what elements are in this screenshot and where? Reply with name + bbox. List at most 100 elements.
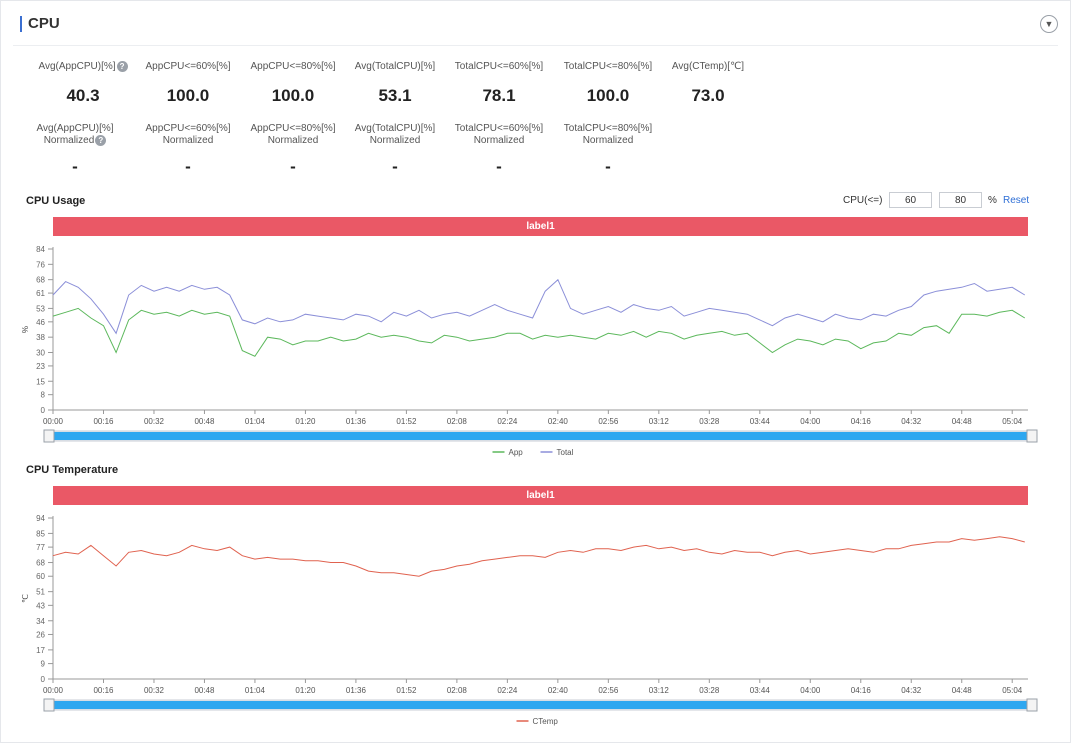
x-tick-label: 02:40 — [548, 417, 569, 426]
metric-value: - — [392, 157, 398, 176]
cpu-usage-title: CPU Usage — [26, 195, 86, 207]
cpu-temperature-title: CPU Temperature — [26, 464, 119, 476]
y-tick-label: 9 — [41, 660, 46, 669]
x-tick-label: 04:32 — [901, 686, 922, 695]
y-tick-label: 77 — [36, 543, 45, 552]
x-tick-label: 00:16 — [93, 686, 114, 695]
y-tick-label: 51 — [36, 588, 45, 597]
x-tick-label: 02:24 — [497, 417, 518, 426]
metric-app-cpu-80: AppCPU<=80%[%] 100.0 — [238, 61, 348, 106]
y-tick-label: 46 — [36, 318, 45, 327]
x-tick-label: 04:00 — [800, 686, 821, 695]
x-tick-label: 00:00 — [43, 686, 64, 695]
metric-total-cpu-80: TotalCPU<=80%[%] 100.0 — [553, 61, 663, 106]
y-tick-label: 68 — [36, 559, 45, 568]
metric-label-sub: Normalized — [473, 135, 525, 146]
metric-label: TotalCPU<=60%[%] — [454, 123, 544, 134]
help-icon[interactable]: ? — [95, 135, 107, 146]
metric-avg-app-cpu-normalized: Avg(AppCPU)[%] Normalized? - — [20, 123, 130, 177]
collapse-button[interactable]: ▼ — [1040, 15, 1058, 33]
y-tick-label: 34 — [36, 617, 45, 626]
x-tick-label: 03:12 — [649, 686, 670, 695]
zoom-range[interactable] — [49, 432, 1032, 440]
metric-app-cpu-80-normalized: AppCPU<=80%[%] Normalized - — [238, 123, 348, 177]
metric-label: AppCPU<=60%[%] — [145, 61, 231, 72]
y-tick-label: 43 — [36, 601, 45, 610]
y-tick-label: 38 — [36, 333, 45, 342]
metric-value: - — [185, 157, 191, 176]
metric-value: 53.1 — [378, 86, 412, 105]
metric-label-sub: Normalized — [582, 135, 634, 146]
zoom-handle-right[interactable] — [1026, 429, 1038, 443]
x-tick-label: 04:48 — [952, 417, 973, 426]
x-tick-label: 05:04 — [1002, 686, 1023, 695]
metric-avg-total-cpu: Avg(TotalCPU)[%] 53.1 — [340, 61, 450, 106]
x-tick-label: 03:28 — [699, 417, 720, 426]
x-tick-label: 01:04 — [245, 686, 266, 695]
metric-total-cpu-60: TotalCPU<=60%[%] 78.1 — [444, 61, 554, 106]
y-axis-label: % — [21, 326, 30, 333]
cpu-temperature-label-bar: label1 — [53, 486, 1028, 505]
x-tick-label: 02:08 — [447, 417, 468, 426]
metric-value: 40.3 — [66, 86, 100, 106]
threshold-high-input[interactable] — [939, 192, 982, 208]
metric-total-cpu-60-normalized: TotalCPU<=60%[%] Normalized - — [444, 123, 554, 177]
x-tick-label: 00:00 — [43, 417, 64, 426]
x-tick-label: 01:20 — [295, 417, 316, 426]
metric-value: 100.0 — [271, 86, 315, 105]
metric-label: AppCPU<=60%[%] — [145, 123, 231, 134]
y-axis-label: ℃ — [21, 594, 30, 603]
y-tick-label: 60 — [36, 572, 45, 581]
metric-value: - — [290, 157, 296, 176]
legend-label[interactable]: App — [509, 448, 524, 457]
metric-value: - — [72, 157, 78, 177]
y-tick-label: 94 — [36, 514, 45, 523]
x-tick-label: 04:16 — [851, 686, 872, 695]
threshold-low-input[interactable] — [889, 192, 932, 208]
y-tick-label: 85 — [36, 529, 45, 538]
zoom-handle-left[interactable] — [43, 698, 55, 712]
metric-label: Avg(CTemp)[℃] — [671, 61, 745, 72]
header-divider — [13, 45, 1058, 46]
metric-avg-app-cpu: Avg(AppCPU)[%]? 40.3 — [28, 61, 138, 106]
x-tick-label: 01:04 — [245, 417, 266, 426]
legend-label[interactable]: CTemp — [533, 717, 559, 726]
zoom-handle-left[interactable] — [43, 429, 55, 443]
metric-label: AppCPU<=80%[%] — [250, 61, 336, 72]
metric-value: 100.0 — [586, 86, 630, 105]
metric-avg-total-cpu-normalized: Avg(TotalCPU)[%] Normalized - — [340, 123, 450, 177]
series-line-ctemp — [52, 536, 1025, 577]
x-tick-label: 01:52 — [396, 417, 417, 426]
x-tick-label: 02:08 — [447, 686, 468, 695]
y-tick-label: 17 — [36, 646, 45, 655]
metric-label: Avg(TotalCPU)[%] — [354, 61, 436, 72]
metric-label-sub: Normalized — [43, 135, 95, 147]
x-tick-label: 03:44 — [750, 417, 771, 426]
metric-label: Avg(TotalCPU)[%] — [354, 123, 436, 134]
x-tick-label: 00:32 — [144, 417, 165, 426]
metric-value: - — [496, 157, 502, 176]
x-tick-label: 01:36 — [346, 417, 367, 426]
y-tick-label: 61 — [36, 289, 45, 298]
reset-link[interactable]: Reset — [1003, 195, 1030, 206]
y-tick-label: 15 — [36, 377, 45, 386]
x-tick-label: 04:48 — [952, 686, 973, 695]
metric-label: AppCPU<=80%[%] — [250, 123, 336, 134]
x-tick-label: 00:32 — [144, 686, 165, 695]
y-tick-label: 76 — [36, 260, 45, 269]
page-title: CPU — [28, 15, 60, 32]
x-tick-label: 00:48 — [194, 417, 215, 426]
help-icon[interactable]: ? — [116, 61, 128, 72]
zoom-range[interactable] — [49, 701, 1032, 709]
legend-label[interactable]: Total — [557, 448, 574, 457]
zoom-handle-right[interactable] — [1026, 698, 1038, 712]
metric-value: 73.0 — [691, 86, 725, 105]
chevron-down-icon: ▼ — [1044, 19, 1054, 29]
x-tick-label: 02:40 — [548, 686, 569, 695]
metric-value: 78.1 — [482, 86, 516, 105]
x-tick-label: 05:04 — [1002, 417, 1023, 426]
x-tick-label: 03:28 — [699, 686, 720, 695]
